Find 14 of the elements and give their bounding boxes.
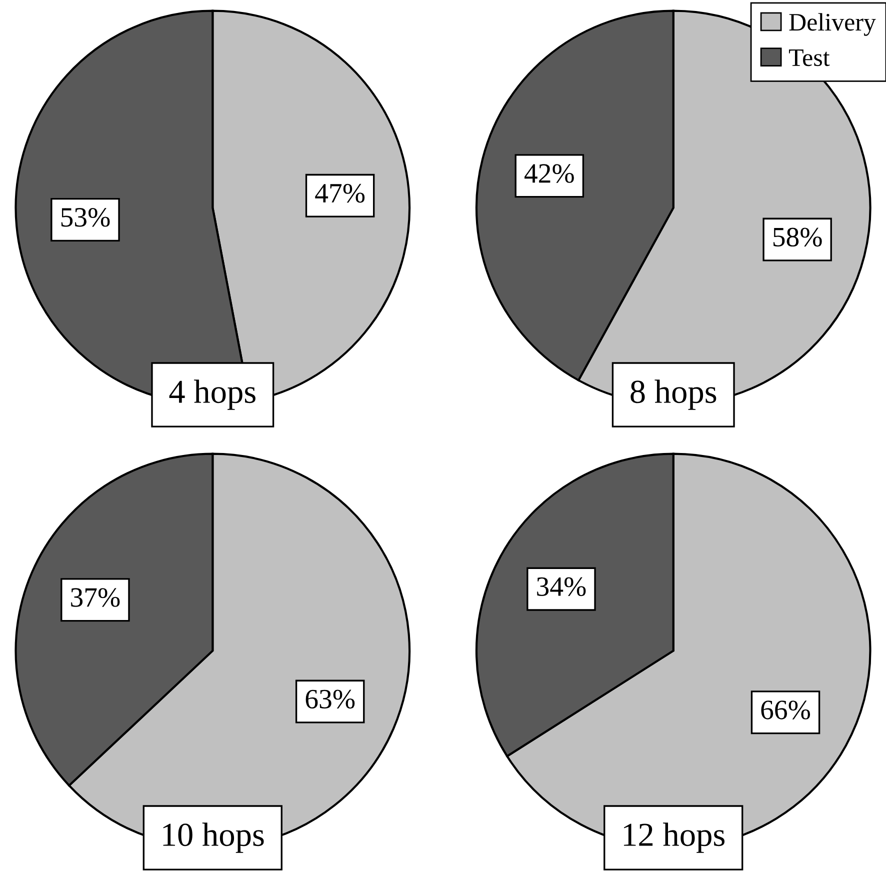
- text: 4 hops: [169, 380, 256, 410]
- text: 8 hops: [630, 380, 716, 410]
- data-label: 37%: [71, 588, 120, 607]
- data-label: 66%: [761, 700, 810, 720]
- text: 10 hops: [163, 822, 264, 853]
- data-label: 42%: [524, 164, 574, 183]
- data-label: 47%: [315, 184, 365, 203]
- legend-label: Delivery: [789, 13, 876, 36]
- legend-label: Test: [788, 49, 830, 66]
- data-label: 34%: [537, 577, 586, 596]
- text: 12 hops: [624, 822, 724, 853]
- data-label: 58%: [773, 228, 822, 247]
- data-label: 53%: [61, 208, 110, 227]
- data-label: 63%: [306, 690, 355, 709]
